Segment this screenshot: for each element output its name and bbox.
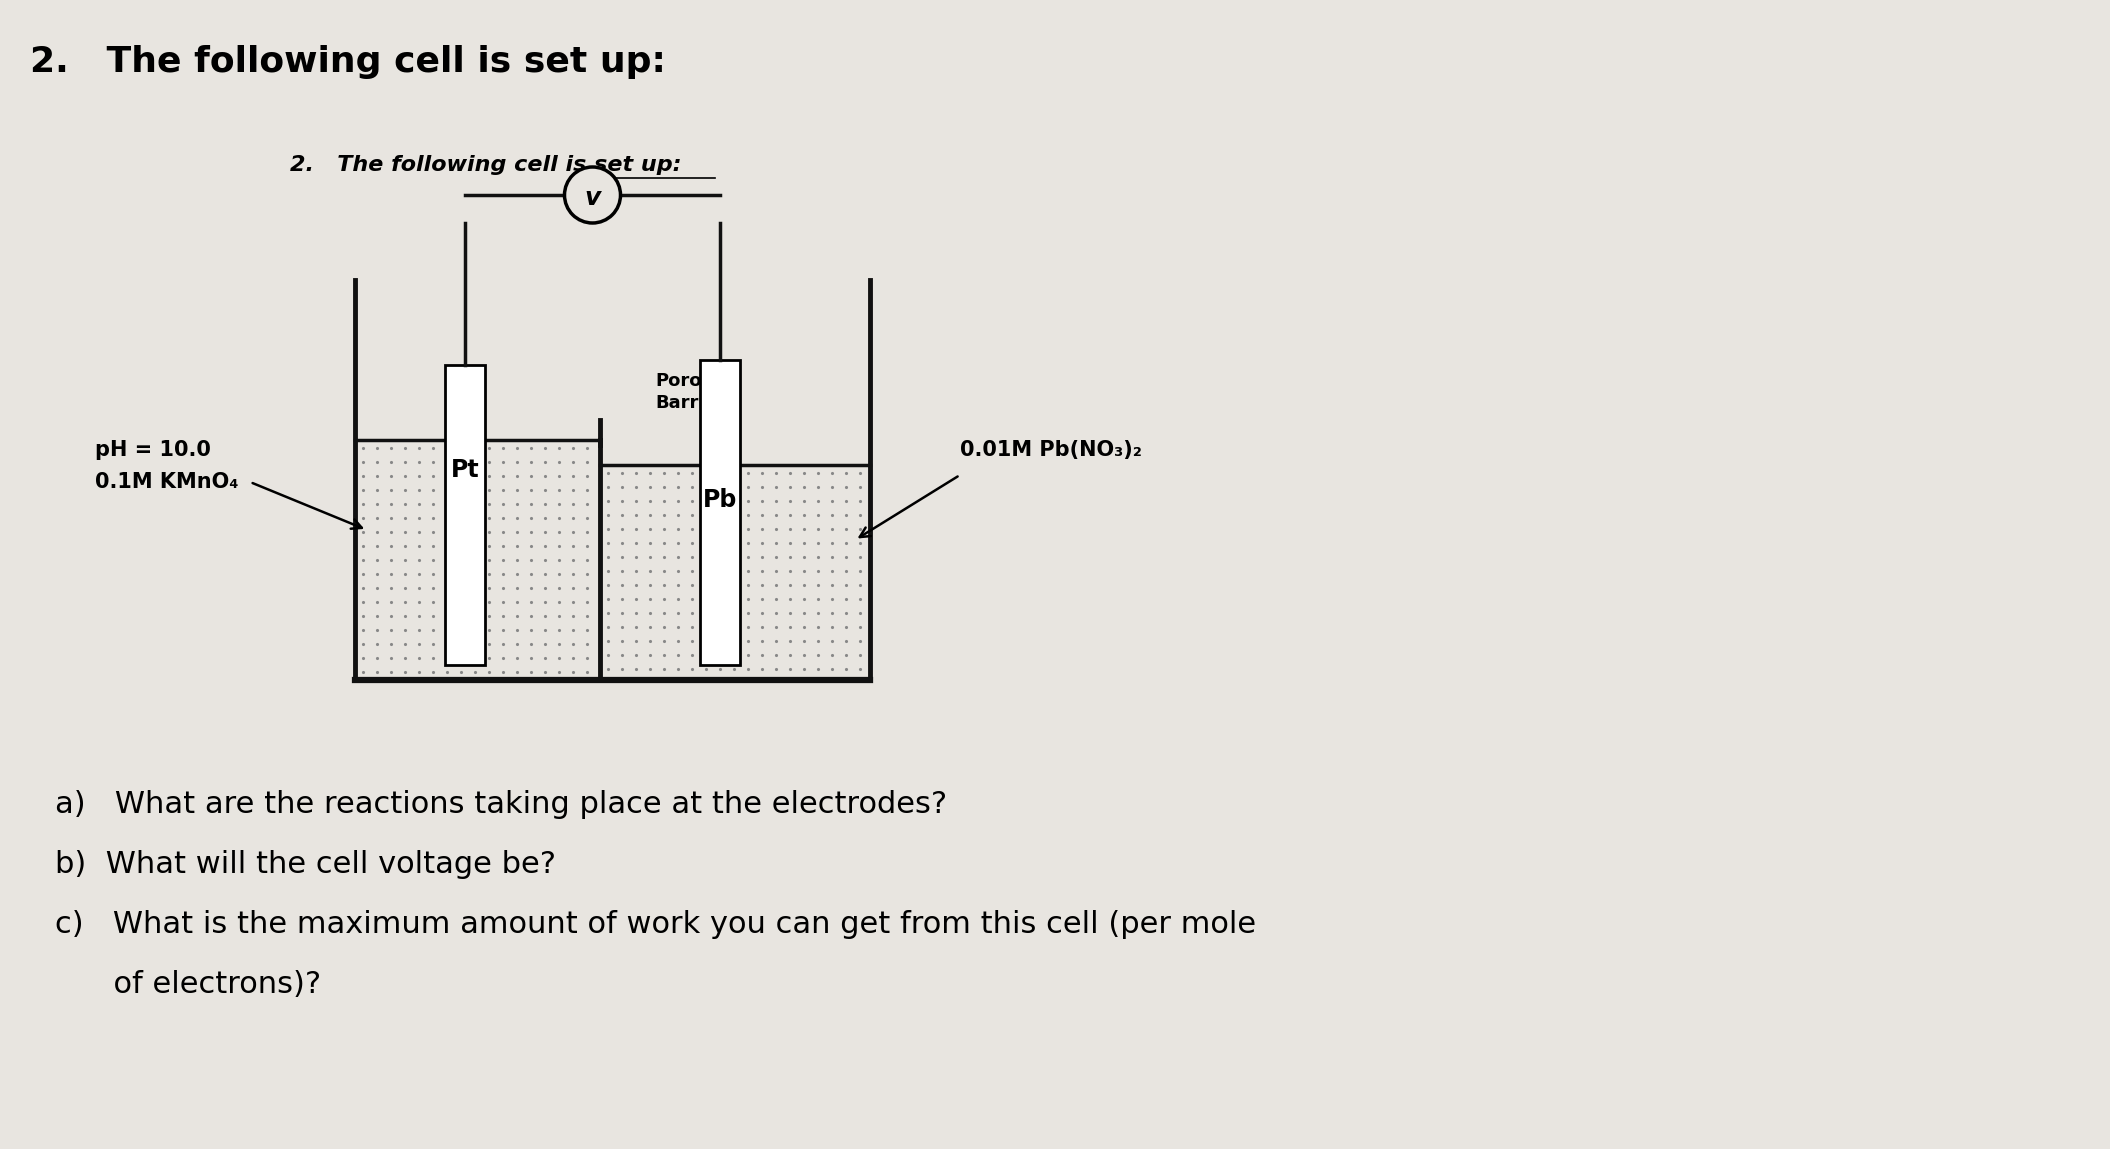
Text: 0.01M Pb(NO₃)₂: 0.01M Pb(NO₃)₂ (960, 440, 1142, 460)
Text: 2.   The following cell is set up:: 2. The following cell is set up: (289, 155, 682, 175)
Text: Pb: Pb (703, 488, 736, 512)
Text: Barrier: Barrier (654, 394, 726, 412)
Bar (701, 360, 741, 665)
Text: c)   What is the maximum amount of work you can get from this cell (per mole: c) What is the maximum amount of work yo… (55, 910, 1255, 939)
Text: 2.   The following cell is set up:: 2. The following cell is set up: (30, 45, 667, 79)
Text: 0.1M KMnO₄: 0.1M KMnO₄ (95, 472, 238, 492)
Text: v: v (584, 186, 601, 210)
Text: a)   What are the reactions taking place at the electrodes?: a) What are the reactions taking place a… (55, 791, 947, 819)
Circle shape (565, 167, 620, 223)
Bar (445, 365, 485, 665)
Text: of electrons)?: of electrons)? (55, 970, 321, 998)
Text: pH = 10.0: pH = 10.0 (95, 440, 211, 460)
Text: Porous: Porous (654, 372, 726, 390)
Text: b)  What will the cell voltage be?: b) What will the cell voltage be? (55, 850, 557, 879)
Text: Pt: Pt (452, 458, 479, 481)
